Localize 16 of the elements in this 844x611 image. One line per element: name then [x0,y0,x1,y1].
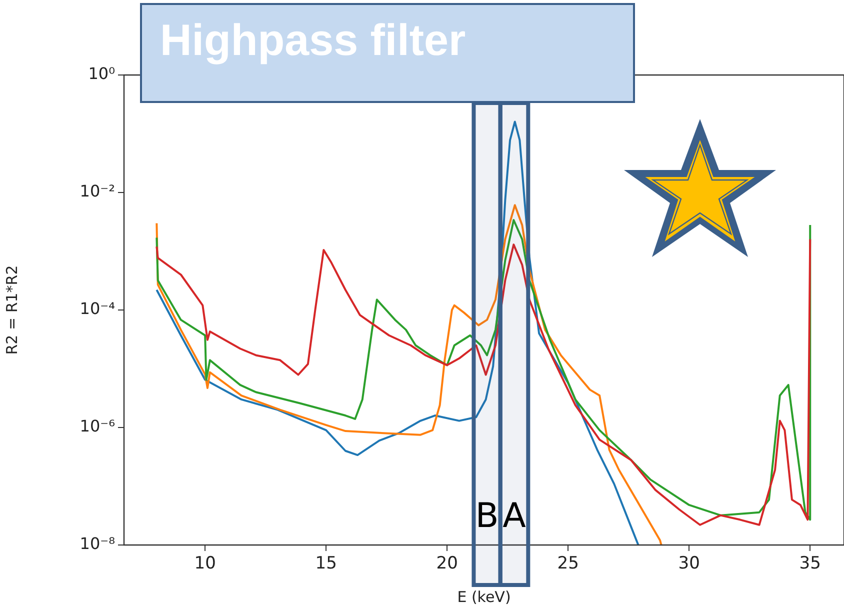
y-tick-label: 10⁻⁶ [80,416,115,436]
x-tick-label: 10 [194,554,216,574]
x-tick-label: 15 [315,554,337,574]
x-axis-title: E (keV) [457,588,511,606]
x-tick-label: 20 [436,554,458,574]
chart-title: Highpass filter [160,15,466,67]
y-tick-label: 10⁻⁴ [80,299,115,318]
y-tick-label: 10⁻⁸ [80,534,115,554]
band-label: B [475,496,499,536]
y-axis-title: R2 = R1*R2 [2,265,21,355]
y-tick-label: 10⁰ [88,64,115,84]
x-tick-label: 25 [557,554,579,574]
x-tick-label: 30 [678,554,700,574]
band-label: A [502,496,526,536]
x-tick-label: 35 [799,554,821,574]
y-tick-label: 10⁻² [80,182,115,201]
